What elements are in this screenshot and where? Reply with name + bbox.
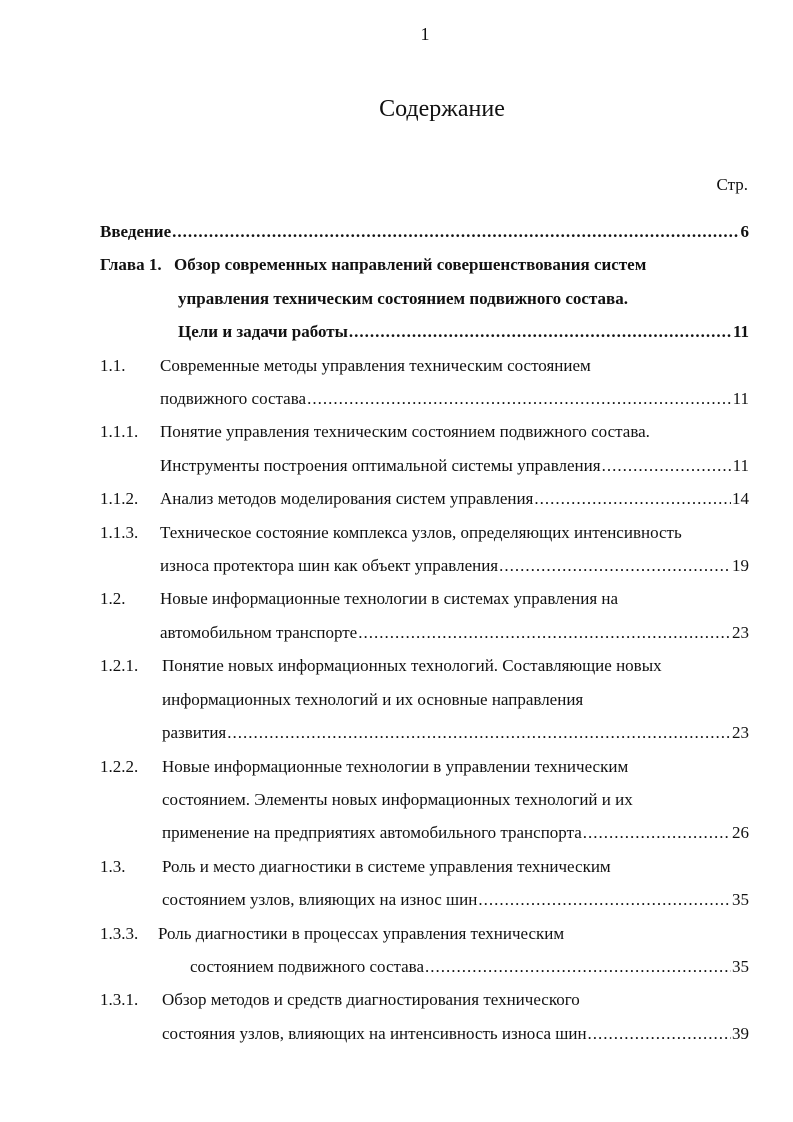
toc-entry-page: 23	[732, 622, 749, 642]
toc-entry-page: 26	[732, 823, 749, 843]
toc-entry-page: 23	[732, 723, 749, 743]
toc-entry: Глава 1. Обзор современных направлений со…	[100, 248, 749, 348]
toc-entry-number: 1.3.3.	[100, 923, 139, 943]
toc-entry: Введение 6	[100, 215, 749, 248]
toc-entry-text: Понятие новых информационных технологий.…	[162, 656, 662, 676]
toc-entry-text: развития	[162, 723, 227, 743]
dot-leader	[307, 382, 732, 415]
toc-entry-text: состоянием. Элементы новых информационны…	[162, 789, 633, 809]
toc-entry-number: 1.1.1.	[100, 422, 139, 442]
toc-entry-page: 6	[740, 222, 750, 241]
table-of-contents: Введение 6 Глава 1. Обзор современных напра…	[100, 215, 749, 1050]
toc-entry-number: 1.2.1.	[100, 656, 139, 676]
toc-entry-text: Новые информационные технологии в управл…	[162, 756, 629, 776]
dot-leader	[227, 716, 731, 749]
toc-entry-text: управления техническим состоянием подвиж…	[178, 288, 628, 308]
toc-entry-text: Современные методы управления технически…	[160, 355, 591, 375]
toc-entry: 1.2.1. Понятие новых информационных техно…	[100, 649, 749, 749]
toc-entry-text: Обзор современных направлений совершенст…	[174, 255, 647, 275]
toc-entry-text: Введение	[100, 222, 172, 241]
toc-entry-number: 1.3.1.	[100, 990, 139, 1010]
dot-leader	[172, 215, 739, 248]
toc-entry-text: информационных технологий и их основные …	[162, 689, 584, 709]
toc-entry-number: 1.1.3.	[100, 522, 139, 542]
toc-entry: 1.1.3. Техническое состояние комплекса уз…	[100, 516, 749, 583]
dot-leader	[534, 482, 731, 515]
toc-entry-number: 1.2.2.	[100, 756, 139, 776]
toc-entry-text: состояния узлов, влияющих на интенсивнос…	[162, 1023, 587, 1043]
toc-entry-number: 1.1.	[100, 355, 126, 375]
toc-entry-text: Цели и задачи работы	[178, 322, 348, 342]
dot-leader	[499, 549, 731, 582]
toc-entry-number: 1.3.	[100, 856, 126, 876]
page-title: Содержание	[379, 96, 505, 122]
toc-entry: 1.2.2. Новые информационные технологии в …	[100, 750, 749, 850]
toc-entry-text: Понятие управления техническим состояние…	[160, 422, 650, 442]
toc-entry-text: Роль и место диагностики в системе управ…	[162, 856, 611, 876]
dot-leader	[583, 816, 731, 849]
dot-leader	[425, 950, 731, 983]
dot-leader	[588, 1017, 731, 1050]
toc-entry-page: 19	[732, 556, 749, 576]
dot-leader	[349, 315, 732, 348]
toc-entry-text: автомобильном транспорте	[160, 622, 358, 642]
toc-entry-text: применение на предприятиях автомобильног…	[162, 823, 582, 843]
toc-entry: 1.1.1. Понятие управления техническим сос…	[100, 415, 749, 482]
toc-entry: 1.3. Роль и место диагностики в системе у…	[100, 850, 749, 917]
toc-entry: 1.1. Современные методы управления технич…	[100, 349, 749, 416]
toc-entry: 1.3.3. Роль диагностики в процессах управ…	[100, 917, 749, 984]
toc-entry-page: 35	[732, 956, 749, 976]
page-column-label: Стр.	[716, 175, 748, 194]
toc-entry-page: 11	[732, 455, 749, 475]
toc-entry-text: Роль диагностики в процессах управления …	[158, 923, 565, 943]
toc-entry-text: Анализ методов моделирования систем упра…	[160, 489, 534, 509]
toc-entry: 1.3.1. Обзор методов и средств диагностир…	[100, 983, 749, 1050]
toc-entry-text: подвижного состава	[160, 389, 307, 409]
dot-leader	[478, 883, 731, 916]
toc-entry-text: состоянием узлов, влияющих на износ шин	[162, 890, 478, 910]
toc-entry-number: 1.1.2.	[100, 489, 139, 509]
dot-leader	[358, 616, 731, 649]
toc-entry-number: 1.2.	[100, 589, 126, 609]
page-number: 1	[420, 24, 430, 44]
toc-entry: 1.2. Новые информационные технологии в си…	[100, 582, 749, 649]
toc-entry-page: 11	[732, 389, 749, 409]
toc-entry-page: 35	[732, 890, 749, 910]
toc-entry-text: износа протектора шин как объект управле…	[160, 556, 499, 576]
toc-entry-text: Техническое состояние комплекса узлов, о…	[160, 522, 682, 542]
toc-entry: 1.1.2. Анализ методов моделирования систе…	[100, 482, 749, 515]
toc-entry-page: 14	[732, 489, 749, 509]
toc-entry-page: 11	[732, 322, 749, 342]
toc-entry-number: Глава 1.	[100, 255, 162, 275]
dot-leader	[602, 449, 732, 482]
toc-entry-text: Обзор методов и средств диагностирования…	[162, 990, 580, 1010]
toc-entry-text: Новые информационные технологии в систем…	[160, 589, 619, 609]
toc-entry-page: 39	[732, 1023, 749, 1043]
toc-entry-text: Инструменты построения оптимальной систе…	[160, 455, 601, 475]
toc-entry-text: состоянием подвижного состава	[190, 956, 425, 976]
